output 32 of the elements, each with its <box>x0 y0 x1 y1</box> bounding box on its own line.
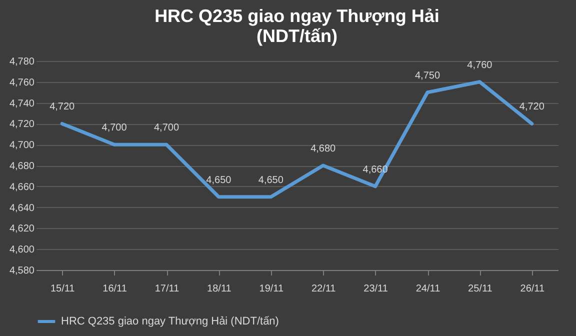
data-label: 4,720 <box>50 102 76 113</box>
x-tick-label: 16/11 <box>102 284 128 294</box>
x-tick-label: 15/11 <box>50 284 76 294</box>
y-tick-label: 4,600 <box>9 244 35 256</box>
data-label: 4,650 <box>206 174 232 186</box>
chart-title: HRC Q235 giao ngay Thượng Hải (NDT/tấn) <box>154 6 440 46</box>
data-label: 4,680 <box>310 144 336 154</box>
y-tick-label: 4,760 <box>9 77 35 88</box>
y-tick-label: 4,640 <box>9 202 35 214</box>
x-tick-label: 22/11 <box>311 284 336 294</box>
x-tick-label: 19/11 <box>259 284 284 294</box>
y-tick-label: 4,620 <box>9 224 35 235</box>
data-label: 4,760 <box>467 60 493 71</box>
data-label: 4,650 <box>258 174 284 186</box>
data-label: 4,720 <box>519 102 545 113</box>
x-tick-label: 26/11 <box>520 284 545 294</box>
legend-label: HRC Q235 giao ngay Thượng Hải (NDT/tấn) <box>61 316 279 328</box>
y-tick-label: 4,580 <box>9 266 35 276</box>
x-tick-label: 25/11 <box>468 284 493 294</box>
x-tick-label: 23/11 <box>364 284 388 294</box>
data-label: 4,750 <box>414 70 440 82</box>
y-tick-label: 4,660 <box>9 182 35 193</box>
data-label: 4,700 <box>102 122 128 134</box>
y-tick-label: 4,680 <box>9 161 35 172</box>
x-tick-label: 18/11 <box>207 284 232 294</box>
y-tick-label: 4,700 <box>9 140 35 152</box>
x-tick-label: 17/11 <box>154 284 180 294</box>
y-tick-label: 4,740 <box>9 98 35 110</box>
y-tick-label: 4,780 <box>9 56 35 68</box>
x-tick-label: 24/11 <box>416 284 441 294</box>
y-tick-label: 4,720 <box>9 119 35 130</box>
data-label: 4,700 <box>154 122 180 134</box>
